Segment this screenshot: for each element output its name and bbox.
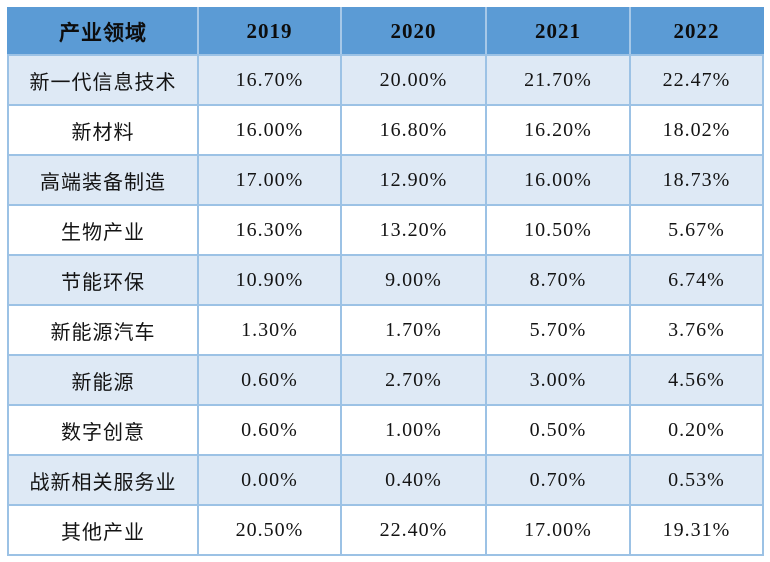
- value-cell: 16.20%: [485, 104, 631, 156]
- row-label-cell: 高端装备制造: [7, 154, 199, 206]
- row-label-cell: 新一代信息技术: [7, 54, 199, 106]
- row-label-cell: 节能环保: [7, 254, 199, 306]
- value-cell: 22.40%: [340, 504, 487, 556]
- row-label-cell: 其他产业: [7, 504, 199, 556]
- value-cell: 16.00%: [197, 104, 342, 156]
- value-cell: 20.50%: [197, 504, 342, 556]
- table-row: 数字创意 0.60% 1.00% 0.50% 0.20%: [7, 404, 764, 456]
- value-cell: 0.50%: [485, 404, 631, 456]
- table-row: 新材料 16.00% 16.80% 16.20% 18.02%: [7, 104, 764, 156]
- value-cell: 1.00%: [340, 404, 487, 456]
- table-row: 其他产业 20.50% 22.40% 17.00% 19.31%: [7, 504, 764, 556]
- value-cell: 10.50%: [485, 204, 631, 256]
- value-cell: 4.56%: [629, 354, 764, 406]
- value-cell: 12.90%: [340, 154, 487, 206]
- value-cell: 17.00%: [197, 154, 342, 206]
- value-cell: 8.70%: [485, 254, 631, 306]
- value-cell: 0.70%: [485, 454, 631, 506]
- table-row: 战新相关服务业 0.00% 0.40% 0.70% 0.53%: [7, 454, 764, 506]
- row-label-cell: 战新相关服务业: [7, 454, 199, 506]
- value-cell: 17.00%: [485, 504, 631, 556]
- value-cell: 22.47%: [629, 54, 764, 106]
- value-cell: 1.70%: [340, 304, 487, 356]
- header-row: 产业领域 2019 2020 2021 2022: [7, 7, 764, 56]
- row-label-cell: 新能源: [7, 354, 199, 406]
- value-cell: 16.70%: [197, 54, 342, 106]
- value-cell: 3.00%: [485, 354, 631, 406]
- value-cell: 9.00%: [340, 254, 487, 306]
- row-label-cell: 新材料: [7, 104, 199, 156]
- column-header-2022: 2022: [629, 7, 764, 56]
- value-cell: 16.30%: [197, 204, 342, 256]
- value-cell: 5.70%: [485, 304, 631, 356]
- column-header-2019: 2019: [197, 7, 342, 56]
- value-cell: 20.00%: [340, 54, 487, 106]
- value-cell: 0.40%: [340, 454, 487, 506]
- table-row: 节能环保 10.90% 9.00% 8.70% 6.74%: [7, 254, 764, 306]
- value-cell: 16.80%: [340, 104, 487, 156]
- row-label-cell: 新能源汽车: [7, 304, 199, 356]
- table-row: 新一代信息技术 16.70% 20.00% 21.70% 22.47%: [7, 54, 764, 106]
- value-cell: 6.74%: [629, 254, 764, 306]
- value-cell: 18.73%: [629, 154, 764, 206]
- value-cell: 5.67%: [629, 204, 764, 256]
- industry-share-table-container: 产业领域 2019 2020 2021 2022 新一代信息技术 16.70% …: [7, 7, 764, 556]
- value-cell: 0.20%: [629, 404, 764, 456]
- value-cell: 13.20%: [340, 204, 487, 256]
- table-row: 新能源 0.60% 2.70% 3.00% 4.56%: [7, 354, 764, 406]
- value-cell: 0.60%: [197, 404, 342, 456]
- value-cell: 16.00%: [485, 154, 631, 206]
- row-label-cell: 生物产业: [7, 204, 199, 256]
- table-row: 生物产业 16.30% 13.20% 10.50% 5.67%: [7, 204, 764, 256]
- value-cell: 0.00%: [197, 454, 342, 506]
- value-cell: 1.30%: [197, 304, 342, 356]
- value-cell: 3.76%: [629, 304, 764, 356]
- column-header-2020: 2020: [340, 7, 487, 56]
- value-cell: 19.31%: [629, 504, 764, 556]
- column-header-2021: 2021: [485, 7, 631, 56]
- table-row: 高端装备制造 17.00% 12.90% 16.00% 18.73%: [7, 154, 764, 206]
- value-cell: 18.02%: [629, 104, 764, 156]
- value-cell: 10.90%: [197, 254, 342, 306]
- value-cell: 0.53%: [629, 454, 764, 506]
- row-label-cell: 数字创意: [7, 404, 199, 456]
- value-cell: 21.70%: [485, 54, 631, 106]
- value-cell: 0.60%: [197, 354, 342, 406]
- table-row: 新能源汽车 1.30% 1.70% 5.70% 3.76%: [7, 304, 764, 356]
- value-cell: 2.70%: [340, 354, 487, 406]
- industry-share-table: 产业领域 2019 2020 2021 2022 新一代信息技术 16.70% …: [7, 7, 764, 556]
- column-header-industry: 产业领域: [7, 7, 199, 56]
